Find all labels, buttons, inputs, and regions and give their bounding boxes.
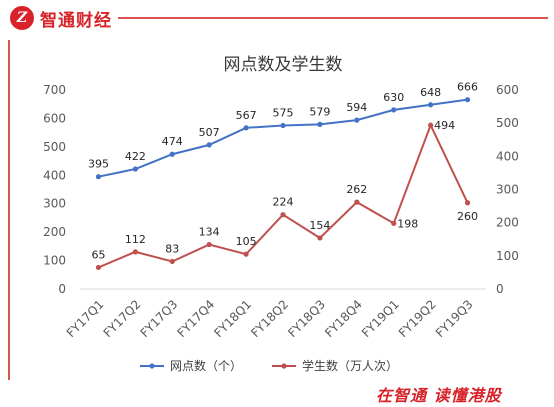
brand-logo-text: 智通财经: [40, 10, 112, 31]
data-label-students: 224: [273, 196, 294, 209]
data-label-students: 494: [434, 119, 455, 132]
point-students: [354, 199, 360, 205]
point-students: [95, 264, 102, 271]
y-left-tick-label: 200: [43, 225, 66, 239]
data-label-students: 198: [397, 217, 418, 230]
point-students: [317, 235, 323, 241]
y-right-tick-label: 100: [496, 249, 519, 263]
data-label-students: 65: [91, 248, 105, 261]
y-right-tick-label: 300: [496, 183, 519, 197]
y-left-tick-label: 400: [43, 168, 66, 182]
point-outlets: [464, 97, 471, 103]
point-outlets: [428, 102, 434, 108]
legend-students-label: 学生数（万人次）: [302, 358, 398, 373]
header-rule: [118, 17, 548, 19]
y-left-tick-label: 0: [58, 282, 66, 296]
data-label-outlets: 594: [346, 101, 367, 114]
data-label-outlets: 474: [162, 135, 183, 148]
x-tick-label: FY18Q1: [211, 297, 254, 340]
point-students: [132, 249, 138, 255]
x-tick-label: FY19Q1: [359, 297, 402, 340]
data-label-outlets: 666: [457, 81, 478, 94]
brand-logo-icon: Z: [10, 6, 34, 30]
x-tick-label: FY17Q1: [64, 297, 107, 340]
data-label-outlets: 507: [199, 126, 220, 139]
point-students: [428, 122, 434, 128]
data-label-outlets: 648: [420, 86, 441, 99]
x-tick-label: FY17Q2: [101, 297, 144, 340]
point-outlets: [132, 166, 138, 172]
data-label-students: 83: [165, 242, 179, 255]
x-tick-label: FY18Q4: [322, 297, 365, 340]
y-left-tick-label: 100: [43, 254, 66, 268]
x-tick-label: FY17Q3: [138, 297, 181, 340]
legend-students-marker: [281, 363, 287, 369]
data-label-students: 134: [199, 226, 220, 239]
y-right-tick-label: 400: [496, 149, 519, 163]
data-label-students: 112: [125, 233, 146, 246]
data-label-outlets: 567: [236, 109, 257, 122]
point-outlets: [317, 121, 323, 127]
point-outlets: [95, 174, 102, 180]
point-outlets: [280, 122, 286, 129]
data-label-students: 262: [346, 183, 367, 196]
y-left-tick-label: 500: [43, 140, 66, 154]
point-students: [391, 220, 397, 226]
data-label-students: 260: [457, 210, 478, 223]
y-left-tick-label: 700: [43, 83, 66, 97]
legend-outlets-marker: [149, 363, 155, 369]
chart-title: 网点数及学生数: [224, 55, 343, 75]
x-tick-label: FY19Q3: [433, 297, 476, 340]
point-students: [464, 200, 471, 206]
data-label-students: 154: [309, 219, 330, 232]
point-outlets: [354, 117, 360, 123]
x-tick-label: FY19Q2: [396, 297, 439, 340]
x-tick-label: FY17Q4: [174, 297, 217, 340]
point-students: [169, 258, 175, 265]
brand-logo: Z 智通财经: [10, 4, 112, 32]
point-students: [280, 212, 286, 218]
point-outlets: [391, 107, 397, 113]
y-right-tick-label: 0: [496, 282, 504, 296]
y-left-tick-label: 600: [43, 111, 66, 125]
y-right-tick-label: 600: [496, 83, 519, 97]
y-left-tick-label: 300: [43, 197, 66, 211]
point-students: [206, 241, 212, 248]
point-outlets: [243, 125, 249, 131]
y-right-tick-label: 500: [496, 116, 519, 130]
data-label-outlets: 579: [309, 105, 330, 118]
brand-slogan: 在智通 读懂港股: [376, 386, 502, 405]
data-label-outlets: 422: [125, 150, 146, 163]
y-right-tick-label: 200: [496, 216, 519, 230]
x-tick-label: FY18Q3: [285, 297, 328, 340]
legend-outlets-label: 网点数（个）: [170, 358, 242, 373]
data-label-outlets: 575: [273, 107, 294, 120]
point-outlets: [206, 142, 212, 148]
data-label-outlets: 395: [88, 158, 109, 171]
point-students: [243, 251, 249, 257]
data-label-outlets: 630: [383, 91, 404, 104]
point-outlets: [169, 151, 175, 157]
x-tick-label: FY18Q2: [248, 297, 291, 340]
side-rule: [8, 40, 10, 380]
data-label-students: 105: [236, 235, 257, 248]
